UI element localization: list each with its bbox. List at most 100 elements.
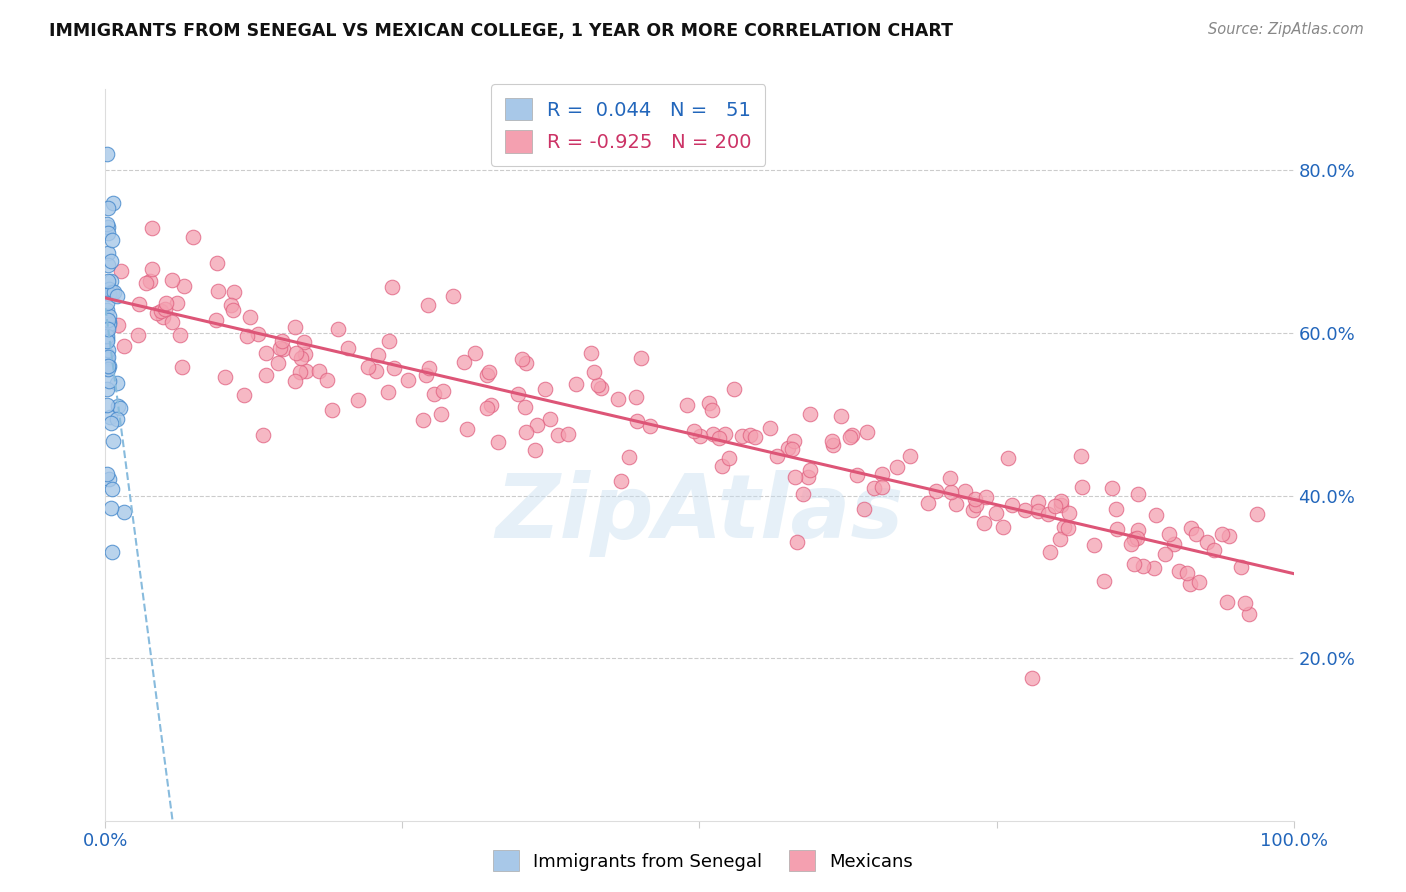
Point <box>941 484 963 499</box>
Point <box>823 438 845 452</box>
Point <box>103 285 125 299</box>
Point <box>984 507 1007 521</box>
Point <box>97 274 120 288</box>
Point <box>96 382 118 396</box>
Point <box>510 351 533 366</box>
Point <box>766 450 789 464</box>
Point <box>962 503 984 517</box>
Point <box>205 256 228 270</box>
Point <box>740 428 762 442</box>
Point <box>100 545 122 559</box>
Point <box>783 469 806 483</box>
Point <box>579 346 602 360</box>
Point <box>853 501 876 516</box>
Point <box>780 442 803 456</box>
Point <box>96 398 118 412</box>
Point <box>271 334 294 348</box>
Point <box>486 435 509 450</box>
Point <box>432 384 454 398</box>
Point <box>783 434 806 448</box>
Point <box>1233 596 1256 610</box>
Point <box>441 289 464 303</box>
Point <box>838 429 860 443</box>
Point <box>346 392 368 407</box>
Point <box>1125 531 1147 545</box>
Point <box>515 425 537 439</box>
Point <box>821 434 844 448</box>
Point <box>1105 523 1128 537</box>
Point <box>993 520 1015 534</box>
Point <box>364 364 387 378</box>
Point <box>166 296 188 310</box>
Point <box>862 481 884 495</box>
Point <box>214 370 236 384</box>
Point <box>1211 526 1233 541</box>
Point <box>97 220 120 235</box>
Point <box>1036 507 1059 521</box>
Point <box>730 428 752 442</box>
Point <box>744 429 766 443</box>
Point <box>152 310 174 324</box>
Point <box>415 368 437 382</box>
Point <box>321 403 343 417</box>
Point <box>1049 533 1071 547</box>
Point <box>97 258 120 272</box>
Point <box>723 382 745 396</box>
Point <box>1014 503 1036 517</box>
Point <box>326 322 349 336</box>
Point <box>96 303 118 318</box>
Point <box>149 304 172 318</box>
Point <box>267 356 290 370</box>
Point <box>1175 566 1198 580</box>
Point <box>456 422 478 436</box>
Point <box>100 501 122 516</box>
Point <box>713 427 735 442</box>
Point <box>367 348 389 362</box>
Point <box>917 496 939 510</box>
Point <box>181 229 204 244</box>
Point <box>100 253 122 268</box>
Point <box>98 282 121 296</box>
Point <box>506 387 529 401</box>
Point <box>233 387 256 401</box>
Point <box>97 315 120 329</box>
Point <box>1230 560 1253 574</box>
Point <box>284 375 307 389</box>
Point <box>98 472 121 486</box>
Point <box>1153 547 1175 561</box>
Point <box>583 366 606 380</box>
Point <box>830 409 852 423</box>
Point <box>1050 498 1073 512</box>
Point <box>100 274 122 288</box>
Point <box>1053 520 1076 534</box>
Point <box>513 400 536 414</box>
Point <box>1180 521 1202 535</box>
Point <box>477 401 499 415</box>
Point <box>1001 498 1024 512</box>
Point <box>160 273 183 287</box>
Point <box>96 467 118 481</box>
Point <box>565 377 588 392</box>
Point <box>1101 482 1123 496</box>
Point <box>101 233 124 247</box>
Point <box>98 359 121 374</box>
Point <box>1144 508 1167 522</box>
Point <box>96 349 118 363</box>
Point <box>1132 559 1154 574</box>
Legend: R =  0.044   N =   51, R = -0.925   N = 200: R = 0.044 N = 51, R = -0.925 N = 200 <box>491 84 765 166</box>
Point <box>382 360 405 375</box>
Point <box>396 373 419 387</box>
Point <box>292 334 315 349</box>
Point <box>173 278 195 293</box>
Point <box>430 408 453 422</box>
Point <box>759 421 782 435</box>
Point <box>222 302 245 317</box>
Point <box>526 417 548 432</box>
Point <box>1057 521 1080 535</box>
Point <box>1043 500 1066 514</box>
Point <box>689 429 711 443</box>
Point <box>101 196 124 211</box>
Point <box>381 280 404 294</box>
Point <box>271 343 294 357</box>
Point <box>872 467 894 481</box>
